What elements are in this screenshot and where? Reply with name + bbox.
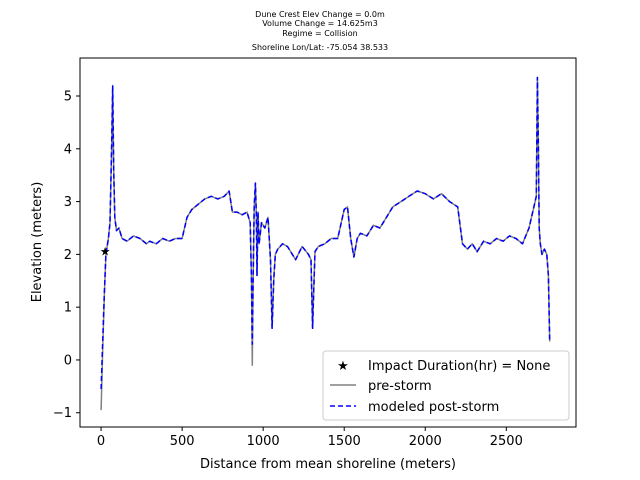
impact-point-marker: ★ <box>100 245 111 259</box>
title-line-3: Regime = Collision <box>282 29 357 38</box>
title-line-2: Volume Change = 14.625m3 <box>262 19 378 28</box>
y-tick-label: 1 <box>64 301 72 316</box>
y-tick-label: −1 <box>53 406 72 421</box>
y-tick-label: 3 <box>64 195 72 210</box>
series-line-pre-storm <box>100 76 551 411</box>
legend-star-icon: ★ <box>337 359 349 374</box>
marker-layer: ★ <box>100 245 111 259</box>
series-layer <box>100 76 551 411</box>
x-axis-ticks: 0 500 1000 1500 2000 2500 <box>97 427 523 449</box>
y-tick-label: 0 <box>64 353 72 368</box>
y-tick-label: 4 <box>64 142 72 157</box>
legend-label-impact: Impact Duration(hr) = None <box>368 359 550 374</box>
x-tick-label: 500 <box>170 434 195 449</box>
legend-label-post-storm: modeled post-storm <box>368 400 499 415</box>
x-tick-label: 2000 <box>409 434 442 449</box>
legend-label-pre-storm: pre-storm <box>368 379 432 394</box>
y-axis-label: Elevation (meters) <box>30 182 45 303</box>
x-tick-label: 2500 <box>490 434 523 449</box>
legend-box <box>322 350 570 421</box>
plot-frame <box>79 57 577 428</box>
x-tick-label: 0 <box>97 434 105 449</box>
x-tick-label: 1500 <box>328 434 361 449</box>
title-line-1: Dune Crest Elev Change = 0.0m <box>255 10 385 19</box>
x-tick-label: 1000 <box>247 434 280 449</box>
y-tick-label: 2 <box>64 248 72 263</box>
title-line-4: Shoreline Lon/Lat: -75.054 38.533 <box>252 43 388 52</box>
x-axis-label: Distance from mean shoreline (meters) <box>200 457 456 472</box>
y-tick-label: 5 <box>64 90 72 105</box>
chart-title: Dune Crest Elev Change = 0.0m Volume Cha… <box>252 10 388 52</box>
legend: ★ Impact Duration(hr) = None pre-storm m… <box>322 350 570 421</box>
y-axis-ticks: −1 0 1 2 3 4 5 <box>53 90 80 421</box>
